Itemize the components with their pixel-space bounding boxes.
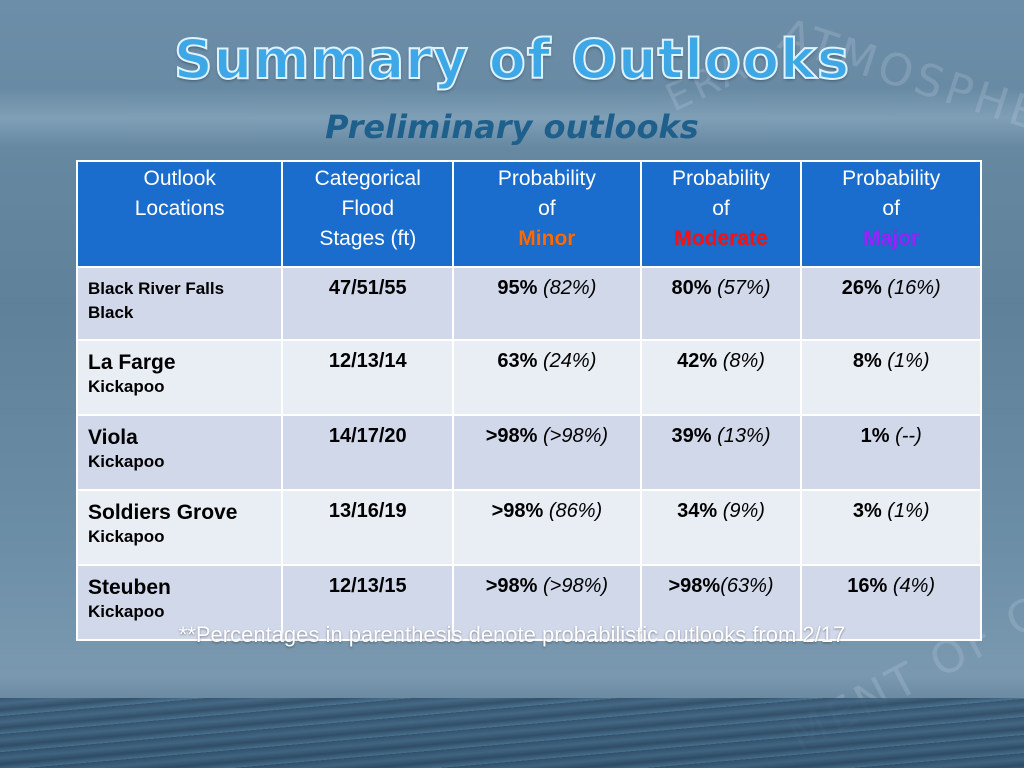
moderate-cell: 39% (13%) [639,414,803,491]
location-cell: Viola Kickapoo [75,414,284,491]
moderate-cell: 34% (9%) [639,489,803,566]
moderate-cell: 80% (57%) [639,266,803,341]
minor-cell: >98% (>98%) [452,414,642,491]
header-stages: Categorical Flood Stages (ft) [281,160,455,268]
table-header-row: Outlook Locations Categorical Flood Stag… [75,160,982,268]
header-locations: Outlook Locations [75,160,284,268]
slide-subtitle: Preliminary outlooks [325,108,699,146]
minor-cell: >98% (>98%) [452,564,642,641]
background-band [0,88,1024,148]
table-row: La Farge Kickapoo 12/13/14 63% (24%) 42%… [75,339,982,416]
major-cell: 1% (--) [800,414,982,491]
major-cell: 26% (16%) [800,266,982,341]
table-row: Soldiers Grove Kickapoo 13/16/19 >98% (8… [75,489,982,566]
location-cell: La Farge Kickapoo [75,339,284,416]
major-cell: 16% (4%) [800,564,982,641]
location-cell: Black River Falls Black [75,266,284,341]
table-row: Steuben Kickapoo 12/13/15 >98% (>98%) >9… [75,564,982,641]
stages-cell: 47/51/55 [281,266,455,341]
footnote: **Percentages in parenthesis denote prob… [178,622,846,647]
moderate-cell: 42% (8%) [639,339,803,416]
table-row: Black River Falls Black 47/51/55 95% (82… [75,266,982,341]
moderate-cell: >98%(63%) [639,564,803,641]
location-cell: Soldiers Grove Kickapoo [75,489,284,566]
minor-cell: 95% (82%) [452,266,642,341]
slide-title: Summary of Outlooks [173,27,851,92]
major-cell: 3% (1%) [800,489,982,566]
major-cell: 8% (1%) [800,339,982,416]
stages-cell: 12/13/15 [281,564,455,641]
stages-cell: 14/17/20 [281,414,455,491]
header-moderate: Probability of Moderate [639,160,803,268]
outlook-table: Outlook Locations Categorical Flood Stag… [75,160,982,641]
stages-cell: 13/16/19 [281,489,455,566]
header-major: Probability of Major [800,160,982,268]
header-minor: Probability of Minor [452,160,642,268]
location-cell: Steuben Kickapoo [75,564,284,641]
table-row: Viola Kickapoo 14/17/20 >98% (>98%) 39% … [75,414,982,491]
water-strip [0,698,1024,768]
minor-cell: 63% (24%) [452,339,642,416]
stages-cell: 12/13/14 [281,339,455,416]
minor-cell: >98% (86%) [452,489,642,566]
